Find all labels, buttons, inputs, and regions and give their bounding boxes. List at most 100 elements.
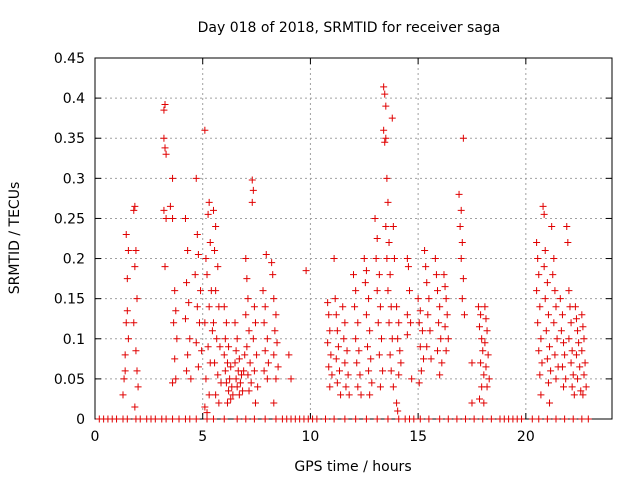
data-point (570, 391, 578, 399)
data-point (201, 126, 209, 134)
data-point (365, 367, 373, 375)
data-point (212, 222, 220, 230)
data-point (534, 255, 542, 263)
data-point (579, 391, 587, 399)
data-point (166, 202, 174, 210)
data-point (121, 367, 129, 375)
data-point (242, 255, 250, 263)
data-point (457, 206, 465, 214)
data-point (579, 323, 587, 331)
data-point (385, 239, 393, 247)
data-point (202, 255, 210, 263)
data-point (204, 343, 212, 351)
data-point (193, 230, 201, 238)
data-point (569, 371, 577, 379)
data-point (242, 311, 250, 319)
data-point (540, 210, 548, 218)
data-point (483, 383, 491, 391)
data-point (431, 255, 439, 263)
data-point (172, 307, 180, 315)
data-point (223, 399, 231, 407)
data-point (191, 271, 199, 279)
data-point (567, 359, 575, 367)
data-point (394, 335, 402, 343)
data-point (444, 335, 452, 343)
data-point (373, 415, 381, 423)
x-tick-label: 20 (517, 429, 535, 445)
data-point (331, 295, 339, 303)
data-point (388, 114, 396, 122)
data-point (225, 387, 233, 395)
y-tick-label: 0.4 (63, 91, 85, 107)
data-point (551, 351, 559, 359)
data-point (361, 279, 369, 287)
data-point (528, 415, 536, 423)
data-point (389, 222, 397, 230)
data-point (181, 214, 189, 222)
data-point (209, 206, 217, 214)
data-point (201, 403, 209, 411)
data-point (325, 311, 333, 319)
data-point (245, 387, 253, 395)
data-point (339, 303, 347, 311)
data-point (374, 319, 382, 327)
data-point (534, 319, 542, 327)
data-point (482, 315, 490, 323)
data-point (378, 335, 386, 343)
data-point (567, 319, 575, 327)
data-point (487, 415, 495, 423)
data-point (417, 367, 425, 375)
data-point (440, 271, 448, 279)
data-point (169, 379, 177, 387)
data-point (274, 363, 282, 371)
data-point (564, 239, 572, 247)
data-point (251, 399, 259, 407)
axis-ticks: 0 0.05 0.1 0.15 0.2 0.25 0.3 0.35 0.4 0.45 0 5 10 15 2… (54, 51, 612, 445)
data-point (192, 415, 200, 423)
data-point (222, 379, 230, 387)
data-point (565, 335, 573, 343)
data-point (132, 247, 140, 255)
data-point (368, 379, 376, 387)
data-points (95, 83, 592, 423)
data-point (574, 375, 582, 383)
data-point (244, 371, 252, 379)
data-point (222, 319, 230, 327)
data-point (389, 383, 397, 391)
data-point (353, 359, 361, 367)
data-point (425, 415, 433, 423)
data-point (354, 383, 362, 391)
data-point (434, 287, 442, 295)
data-point (132, 347, 140, 355)
data-point (418, 327, 426, 335)
data-point (476, 395, 484, 403)
data-point (260, 319, 268, 327)
data-point (133, 295, 141, 303)
data-point (394, 407, 402, 415)
data-point (160, 106, 168, 114)
data-point (437, 335, 445, 343)
data-point (423, 279, 431, 287)
data-point (403, 311, 411, 319)
data-point (203, 415, 211, 423)
data-point (123, 415, 131, 423)
data-point (546, 399, 554, 407)
data-point (231, 359, 239, 367)
data-point (549, 271, 557, 279)
data-point (173, 335, 181, 343)
data-point (248, 198, 256, 206)
data-point (577, 387, 585, 395)
data-point (340, 335, 348, 343)
data-point (221, 335, 229, 343)
data-point (211, 247, 219, 255)
data-point (383, 174, 391, 182)
data-point (546, 343, 554, 351)
data-point (416, 343, 424, 351)
data-point (250, 367, 258, 375)
data-point (441, 283, 449, 291)
data-point (271, 327, 279, 335)
data-point (480, 371, 488, 379)
data-point (209, 415, 217, 423)
plot-frame (94, 57, 613, 420)
data-point (365, 295, 373, 303)
